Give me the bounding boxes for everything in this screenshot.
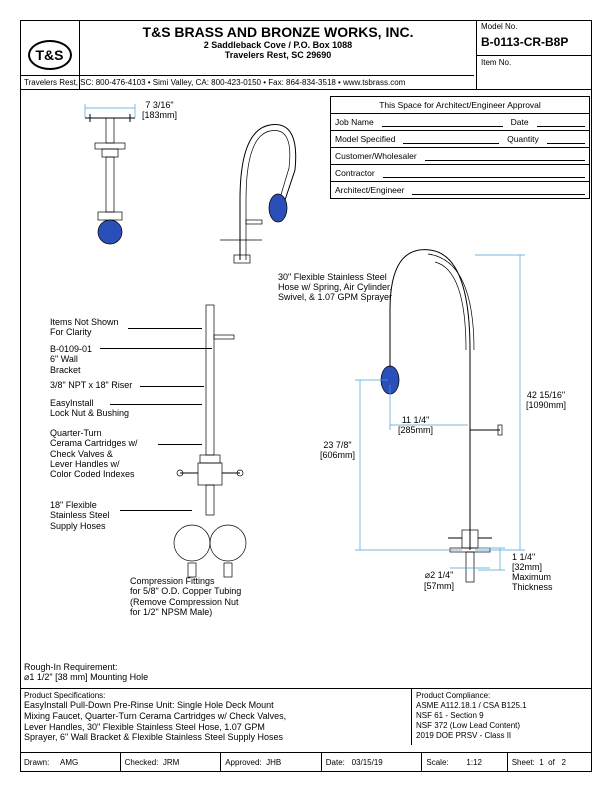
- approval-field[interactable]: [383, 168, 585, 178]
- compliance-block: Product Compliance: ASME A112.18.1 / CSA…: [412, 689, 592, 745]
- model-label: Model No.: [477, 20, 592, 33]
- company-name: T&S BRASS AND BRONZE WORKS, INC.: [82, 24, 474, 40]
- tb-drawn: Drawn: AMG: [20, 753, 121, 772]
- approval-label: Model Specified: [335, 134, 395, 144]
- approval-block: This Space for Architect/Engineer Approv…: [330, 96, 590, 199]
- company-block: T&S BRASS AND BRONZE WORKS, INC. 2 Saddl…: [82, 24, 474, 60]
- callout-riser: 3/8" NPT x 18" Riser: [50, 380, 132, 390]
- drawing-top-center: [200, 100, 310, 275]
- approval-label: Contractor: [335, 168, 375, 178]
- approval-row: Contractor: [331, 165, 589, 182]
- callout-compression: Compression Fittings for 5/8" O.D. Coppe…: [130, 576, 241, 617]
- approval-field[interactable]: [382, 117, 503, 127]
- dim-top-left: 7 3/16" [183mm]: [142, 100, 177, 120]
- ts-logo: T&S: [28, 40, 72, 70]
- approval-field[interactable]: [412, 185, 585, 195]
- spec-body: EasyInstall Pull-Down Pre-Rinse Unit: Si…: [24, 700, 407, 743]
- leader-line: [128, 328, 202, 329]
- approval-label: Date: [511, 117, 529, 127]
- rough-in: Rough-In Requirement: ⌀1 1/2" [38 mm] Mo…: [24, 662, 148, 683]
- tb-scale: Scale: 1:12: [422, 753, 507, 772]
- company-addr1: 2 Saddleback Cove / P.O. Box 1088: [82, 40, 474, 50]
- approval-field[interactable]: [425, 151, 585, 161]
- tb-date: Date: 03/15/19: [322, 753, 423, 772]
- approval-field[interactable]: [403, 134, 499, 144]
- compliance-lines: ASME A112.18.1 / CSA B125.1 NSF 61 - Sec…: [416, 701, 588, 741]
- callout-easyinstall: EasyInstall Lock Nut & Bushing: [50, 398, 129, 419]
- approval-field[interactable]: [537, 117, 585, 127]
- leader-line: [140, 386, 204, 387]
- header: T&S T&S BRASS AND BRONZE WORKS, INC. 2 S…: [20, 20, 592, 90]
- approval-title: This Space for Architect/Engineer Approv…: [331, 97, 589, 114]
- model-number: B-0113-CR-B8P: [477, 33, 592, 55]
- approval-label: Architect/Engineer: [335, 185, 404, 195]
- tb-sheet: Sheet: 1 of 2: [508, 753, 592, 772]
- approval-field[interactable]: [547, 134, 585, 144]
- spec-block: Product Specifications: EasyInstall Pull…: [20, 688, 592, 745]
- dim-h23: 23 7/8" [606mm]: [320, 440, 355, 460]
- compliance-title: Product Compliance:: [416, 691, 588, 701]
- leader-line: [100, 348, 212, 349]
- leader-line: [158, 444, 202, 445]
- approval-label: Job Name: [335, 117, 374, 127]
- contact-bar: Travelers Rest, SC: 800-476-4103 • Simi …: [20, 75, 474, 89]
- item-label: Item No.: [477, 56, 592, 69]
- dim-dia2: ⌀2 1/4" [57mm]: [424, 570, 454, 591]
- titleblock: Drawn: AMG Checked: JRM Approved: JHB Da…: [20, 752, 592, 772]
- approval-row: Job Name Date: [331, 114, 589, 131]
- callout-wall-bracket: B-0109-01 6" Wall Bracket: [50, 344, 92, 375]
- spec-title: Product Specifications:: [24, 691, 407, 700]
- approval-row: Model Specified Quantity: [331, 131, 589, 148]
- drawing-top-left: [60, 100, 140, 250]
- callout-cartridges: Quarter-Turn Cerama Cartridges w/ Check …: [50, 428, 138, 480]
- company-addr2: Travelers Rest, SC 29690: [82, 50, 474, 60]
- tb-approved: Approved: JHB: [221, 753, 322, 772]
- drawing-center-left: [150, 305, 270, 605]
- callout-supply-hoses: 18" Flexible Stainless Steel Supply Hose…: [50, 500, 110, 531]
- spec-left: Product Specifications: EasyInstall Pull…: [20, 689, 412, 745]
- dim-h42: 42 15/16" [1090mm]: [526, 390, 566, 410]
- leader-line: [110, 404, 202, 405]
- dim-w11: 11 1/4" [285mm]: [398, 415, 433, 435]
- approval-label: Quantity: [507, 134, 539, 144]
- tb-checked: Checked: JRM: [121, 753, 222, 772]
- approval-row: Architect/Engineer: [331, 182, 589, 198]
- approval-label: Customer/Wholesaler: [335, 151, 417, 161]
- hose-note: 30" Flexible Stainless Steel Hose w/ Spr…: [278, 272, 392, 302]
- model-box: Model No. B-0113-CR-B8P Item No.: [476, 20, 592, 90]
- callout-items-not-shown: Items Not Shown For Clarity: [50, 317, 119, 338]
- approval-row: Customer/Wholesaler: [331, 148, 589, 165]
- leader-line: [120, 510, 192, 511]
- dim-t1: 1 1/4" [32mm] Maximum Thickness: [512, 552, 553, 592]
